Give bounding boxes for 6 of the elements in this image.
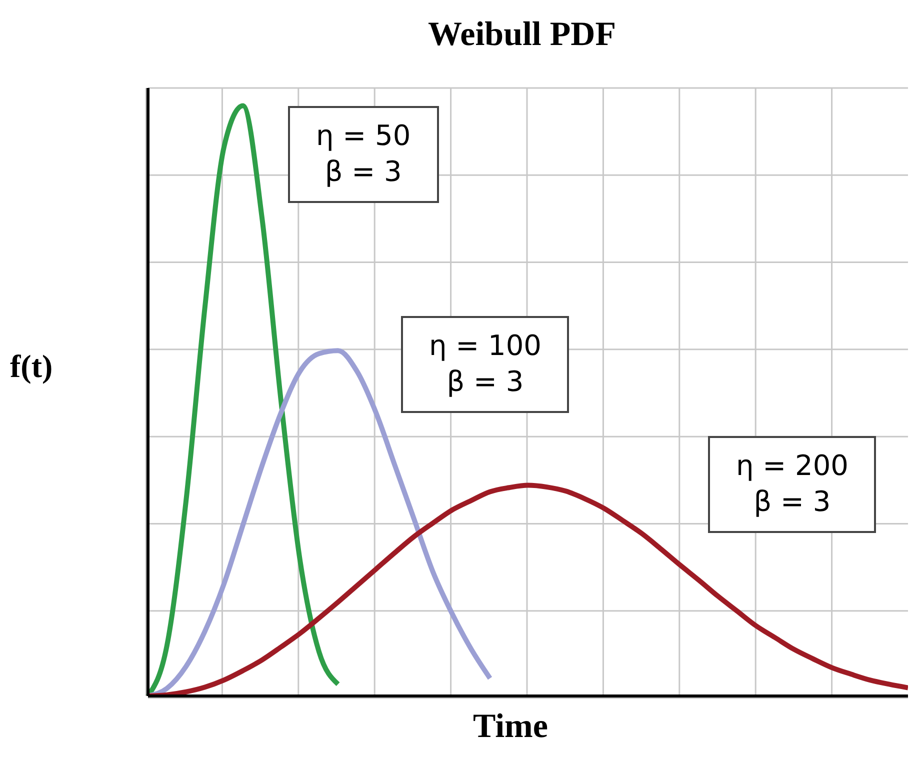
x-axis-title: Time bbox=[473, 708, 548, 746]
text: η = 50 β = 3 bbox=[316, 118, 411, 190]
text: η = 200 β = 3 bbox=[736, 448, 848, 520]
chart-title: Weibull PDF bbox=[428, 16, 616, 54]
y-axis-title: f(t) bbox=[10, 348, 53, 385]
series-label: η = 100 β = 3 bbox=[429, 328, 542, 400]
